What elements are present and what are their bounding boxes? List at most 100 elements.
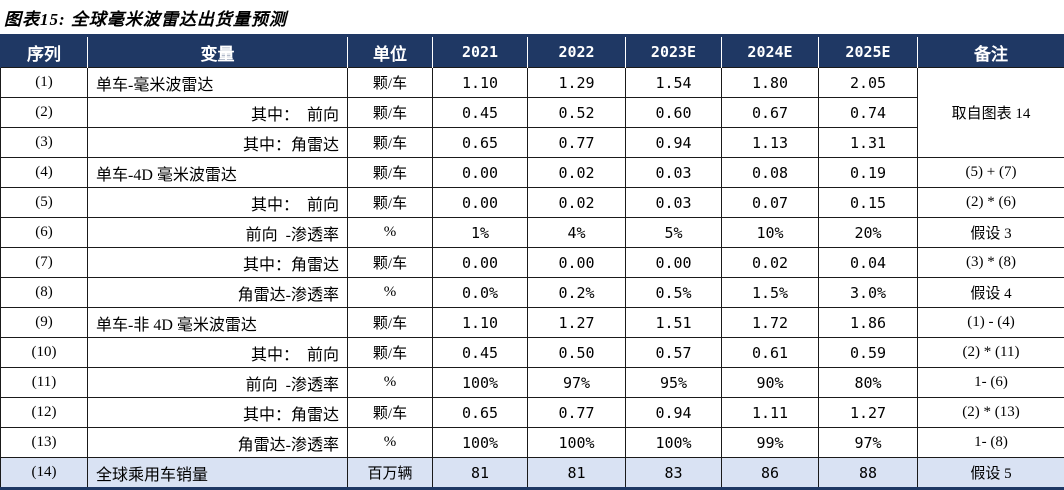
value-cell-2023E: 0.5% — [625, 277, 722, 308]
table-row: (12) 其中：角雷达 颗/车 0.65 0.77 0.94 1.11 1.27 (2) * (… — [0, 397, 1064, 428]
unit-cell: % — [347, 427, 433, 458]
table-row: (13) 角雷达-渗透率% 100% 100% 100% 99% 97% 1- (8) — [0, 427, 1064, 458]
value-cell-2023E: 5% — [625, 217, 722, 248]
note-cell: 1- (6) — [917, 367, 1064, 398]
seq-cell: (2) — [0, 97, 88, 128]
value-cell-2023E: 0.94 — [625, 397, 722, 428]
value-cell-2024E: 0.08 — [721, 157, 819, 188]
unit-cell: 颗/车 — [347, 157, 433, 188]
value-cell-2024E: 1.11 — [721, 397, 819, 428]
value-cell-2025E: 2.05 — [818, 67, 918, 98]
value-cell-2022: 100% — [527, 427, 626, 458]
value-cell-2023E: 0.03 — [625, 187, 722, 218]
value-cell-2024E: 1.80 — [721, 67, 819, 98]
value-cell-2025E: 1.27 — [818, 397, 918, 428]
variable-cell: 前向 -渗透率 — [87, 217, 348, 248]
note-cell: 取自图表 14 — [917, 67, 1064, 158]
value-cell-2022: 81 — [527, 457, 626, 490]
note-cell: 假设 4 — [917, 277, 1064, 308]
table-row: (10) 其中： 前向 颗/车 0.45 0.50 0.57 0.61 0.59 (2) * (… — [0, 337, 1064, 368]
col-header-2025e: 2025E — [818, 35, 918, 68]
value-cell-2023E: 95% — [625, 367, 722, 398]
variable-cell: 其中： 前向 — [87, 97, 348, 128]
seq-cell: (3) — [0, 127, 88, 158]
value-cell-2023E: 0.57 — [625, 337, 722, 368]
value-cell-2025E: 97% — [818, 427, 918, 458]
value-cell-2022: 97% — [527, 367, 626, 398]
value-cell-2021: 0.00 — [432, 247, 528, 278]
value-cell-2021: 100% — [432, 427, 528, 458]
value-cell-2021: 0.45 — [432, 337, 528, 368]
value-cell-2025E: 0.74 — [818, 97, 918, 128]
col-header-2021: 2021 — [432, 35, 528, 68]
value-cell-2021: 0.00 — [432, 157, 528, 188]
value-cell-2024E: 99% — [721, 427, 819, 458]
note-cell: (5) + (7) — [917, 157, 1064, 188]
value-cell-2022: 0.50 — [527, 337, 626, 368]
unit-cell: % — [347, 217, 433, 248]
value-cell-2022: 1.27 — [527, 307, 626, 338]
value-cell-2021: 0.65 — [432, 127, 528, 158]
col-header-variable: 变量 — [87, 35, 348, 68]
value-cell-2021: 100% — [432, 367, 528, 398]
value-cell-2024E: 86 — [721, 457, 819, 490]
value-cell-2025E: 88 — [818, 457, 918, 490]
table-row: (7) 其中：角雷达 颗/车 0.00 0.00 0.00 0.02 0.04 (3) * (8… — [0, 247, 1064, 278]
figure-title: 图表15: 全球毫米波雷达出货量预测 — [4, 10, 287, 29]
value-cell-2024E: 10% — [721, 217, 819, 248]
table-row: (4) 单车-4D 毫米波雷达 颗/车 0.00 0.02 0.03 0.08 0.19 (5)… — [0, 157, 1064, 188]
unit-cell: 颗/车 — [347, 247, 433, 278]
value-cell-2025E: 80% — [818, 367, 918, 398]
value-cell-2023E: 0.03 — [625, 157, 722, 188]
note-cell: (1) - (4) — [917, 307, 1064, 338]
note-cell: 假设 3 — [917, 217, 1064, 248]
value-cell-2022: 0.2% — [527, 277, 626, 308]
unit-cell: % — [347, 367, 433, 398]
table-row: (1) 单车-毫米波雷达 颗/车 1.10 1.29 1.54 1.80 2.05 取自图表 1… — [0, 67, 1064, 158]
unit-cell: 颗/车 — [347, 397, 433, 428]
table-row: (8) 角雷达-渗透率% 0.0% 0.2% 0.5% 1.5% 3.0% 假设 4 — [0, 277, 1064, 308]
value-cell-2023E: 1.54 — [625, 67, 722, 98]
variable-cell: 全球乘用车销量 — [87, 457, 348, 490]
value-cell-2021: 1% — [432, 217, 528, 248]
seq-cell: (10) — [0, 337, 88, 368]
col-header-seq: 序列 — [0, 35, 88, 68]
unit-cell: % — [347, 277, 433, 308]
value-cell-2024E: 0.67 — [721, 97, 819, 128]
unit-cell: 颗/车 — [347, 187, 433, 218]
value-cell-2022: 0.02 — [527, 187, 626, 218]
seq-cell: (13) — [0, 427, 88, 458]
variable-cell: 其中： 前向 — [87, 187, 348, 218]
note-cell: (2) * (6) — [917, 187, 1064, 218]
variable-cell: 单车-非 4D 毫米波雷达 — [87, 307, 348, 338]
value-cell-2021: 0.65 — [432, 397, 528, 428]
seq-cell: (5) — [0, 187, 88, 218]
unit-cell: 颗/车 — [347, 67, 433, 98]
seq-cell: (9) — [0, 307, 88, 338]
note-cell: 1- (8) — [917, 427, 1064, 458]
table-row: (11) 前向 -渗透率% 100% 97% 95% 90% 80% 1- (6) — [0, 367, 1064, 398]
value-cell-2023E: 83 — [625, 457, 722, 490]
unit-cell: 颗/车 — [347, 337, 433, 368]
value-cell-2021: 0.45 — [432, 97, 528, 128]
value-cell-2025E: 20% — [818, 217, 918, 248]
value-cell-2024E: 1.5% — [721, 277, 819, 308]
table-row: (3) 其中：角雷达 颗/车 0.65 0.77 0.94 1.13 1.31 — [0, 127, 1064, 158]
value-cell-2022: 0.52 — [527, 97, 626, 128]
value-cell-2022: 0.77 — [527, 127, 626, 158]
unit-cell: 颗/车 — [347, 97, 433, 128]
seq-cell: (1) — [0, 67, 88, 98]
value-cell-2025E: 1.86 — [818, 307, 918, 338]
value-cell-2021: 0.00 — [432, 187, 528, 218]
value-cell-2024E: 0.07 — [721, 187, 819, 218]
value-cell-2023E: 0.94 — [625, 127, 722, 158]
note-cell: 假设 5 — [917, 457, 1064, 490]
col-header-2024e: 2024E — [721, 35, 819, 68]
value-cell-2023E: 0.00 — [625, 247, 722, 278]
value-cell-2024E: 0.02 — [721, 247, 819, 278]
value-cell-2023E: 1.51 — [625, 307, 722, 338]
seq-cell: (4) — [0, 157, 88, 188]
forecast-table: 序列 变量 单位 2021 2022 2023E 2024E 2025E 备注 … — [0, 34, 1064, 490]
unit-cell: 颗/车 — [347, 127, 433, 158]
